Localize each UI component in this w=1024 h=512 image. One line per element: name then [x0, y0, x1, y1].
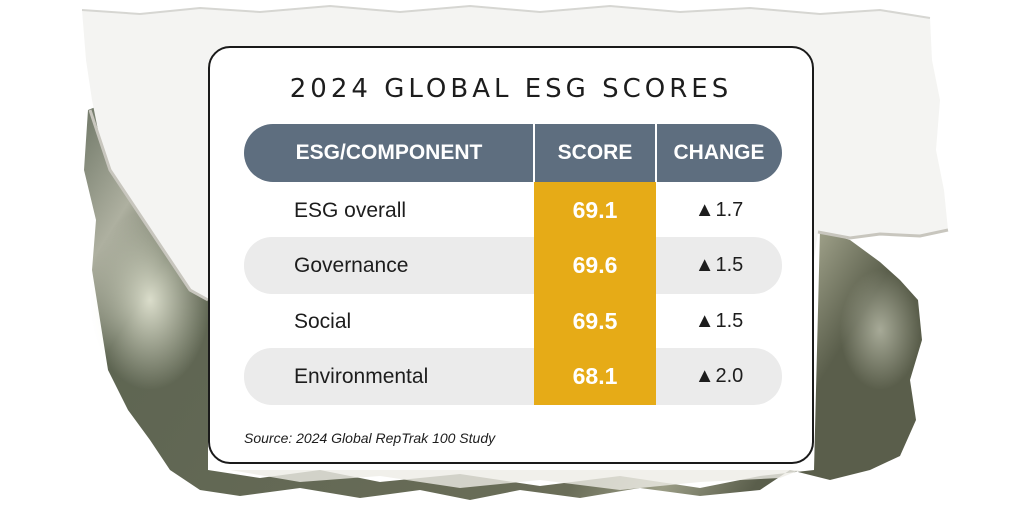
card-title: 2024 GLOBAL ESG SCORES [289, 74, 733, 104]
header-divider [533, 124, 535, 182]
change-value: 1.5 [715, 310, 744, 332]
table-row: Governance 69.6 ▲1.5 [244, 237, 782, 294]
row-label: Governance [294, 254, 409, 277]
source-note: Source: 2024 Global RepTrak 100 Study [244, 430, 496, 446]
table-header: ESG/COMPONENT SCORE CHANGE [244, 124, 782, 182]
table-row: Social 69.5 ▲1.5 [244, 293, 782, 350]
header-change: CHANGE [673, 141, 765, 164]
change-cell: ▲1.7 [656, 182, 782, 239]
table-row: Environmental 68.1 ▲2.0 [244, 348, 782, 405]
header-component: ESG/COMPONENT [295, 141, 483, 164]
esg-score-card: 2024 GLOBAL ESG SCORES ESG/COMPONENT SCO… [208, 46, 814, 464]
up-triangle-icon: ▲ [694, 199, 715, 221]
change-cell: ▲1.5 [656, 237, 782, 294]
row-label: Environmental [294, 365, 429, 388]
change-value: 1.5 [715, 254, 744, 276]
score-cell: 69.5 [534, 293, 656, 350]
change-cell: ▲1.5 [656, 293, 782, 350]
score-cell: 68.1 [534, 348, 656, 405]
change-value: 2.0 [715, 365, 744, 387]
score-cell: 69.1 [534, 182, 656, 239]
change-value: 1.7 [715, 199, 744, 221]
up-triangle-icon: ▲ [694, 254, 715, 276]
row-label: Social [294, 310, 352, 333]
score-cell: 69.6 [534, 237, 656, 294]
table-row: ESG overall 69.1 ▲1.7 [244, 182, 782, 239]
up-triangle-icon: ▲ [694, 310, 715, 332]
header-score: SCORE [557, 141, 633, 164]
row-label: ESG overall [294, 199, 407, 222]
change-cell: ▲2.0 [656, 348, 782, 405]
header-divider [655, 124, 657, 182]
up-triangle-icon: ▲ [694, 365, 715, 387]
